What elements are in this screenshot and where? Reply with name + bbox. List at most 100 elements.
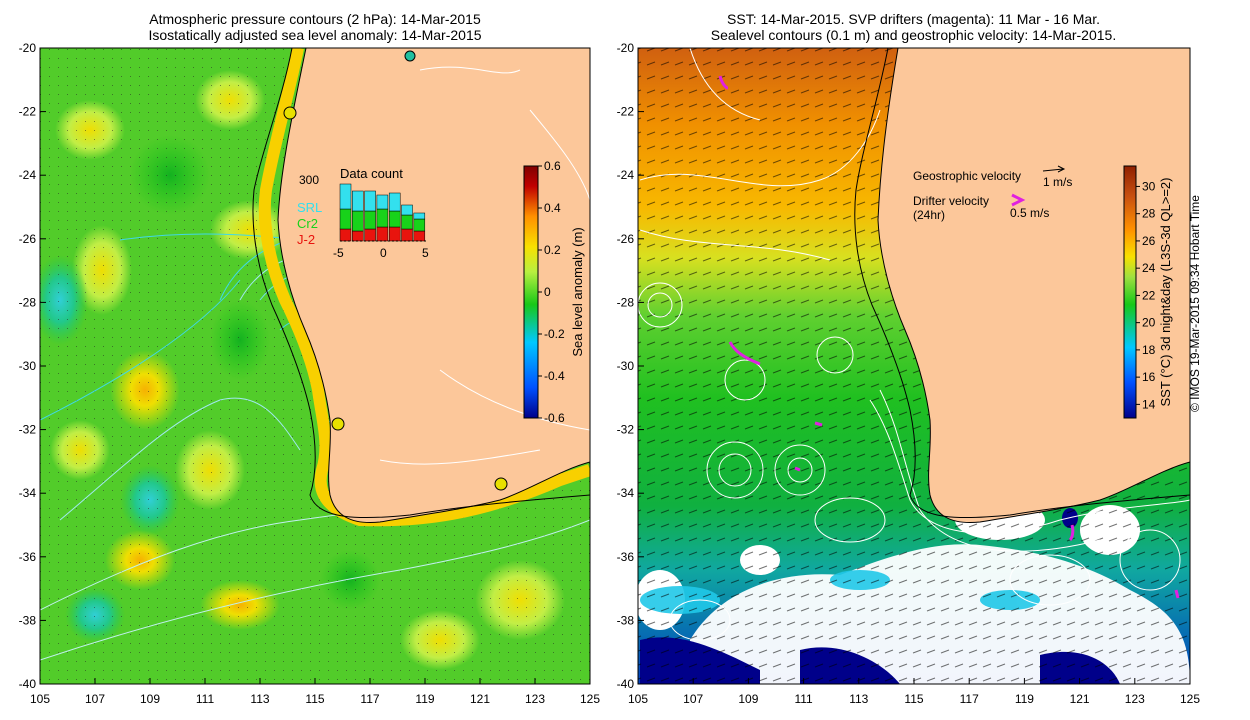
geostrophic-arrowhead-icon	[1057, 165, 1066, 173]
left-xtick-label: 109	[140, 692, 160, 706]
inset-ymax-label: 300	[299, 173, 319, 187]
inset-bar-segment	[376, 194, 389, 210]
right-ytick-label: -20	[617, 41, 635, 55]
left-colorbar: 0.6 0.4 0.2 0 -0.2 -0.4 -0.6 Sea level anomaly…	[523, 159, 585, 425]
left-ytick-label: -40	[19, 677, 37, 691]
right-ytick-label: -40	[617, 677, 635, 691]
right-xtick-label: 125	[1180, 692, 1200, 706]
right-ytick-label: -38	[617, 613, 635, 627]
inset-legend-j2: J-2	[297, 232, 315, 247]
right-ytick-label: -24	[617, 168, 635, 182]
inset-title: Data count	[340, 166, 403, 181]
inset-bar-segment	[352, 230, 364, 242]
right-title: SST: 14-Mar-2015. SVP drifters (magenta)…	[636, 11, 1191, 43]
inset-bar-segment	[401, 204, 413, 216]
drifter-velocity-label-line2: (24hr)	[913, 208, 945, 222]
left-xtick-label: 105	[30, 692, 50, 706]
left-colorbar-tick-label: 0.4	[544, 201, 561, 215]
inset-legend-srl: SRL	[297, 200, 322, 215]
left-colorbar-tick-label: 0.2	[544, 243, 561, 257]
drifter-arrow-icon	[1011, 193, 1026, 207]
right-xtick-label: 119	[1015, 692, 1034, 706]
left-xtick-label: 123	[525, 692, 545, 706]
left-colorbar-tick-label: -0.2	[544, 327, 565, 341]
right-ytick-label: -36	[617, 550, 635, 564]
right-xtick-label: 109	[738, 692, 758, 706]
left-ytick-label: -36	[19, 550, 37, 564]
drifter-velocity-label-line1: Drifter velocity	[913, 194, 989, 208]
left-title: Atmospheric pressure contours (2 hPa): 1…	[40, 11, 590, 43]
right-title-line1: SST: 14-Mar-2015. SVP drifters (magenta)…	[727, 11, 1100, 27]
right-colorbar-tick-label: 14	[1142, 397, 1156, 411]
inset-bar-segment	[339, 208, 352, 230]
left-ytick-label: -34	[19, 486, 37, 500]
geostrophic-arrow-icon	[1042, 168, 1064, 172]
left-xtick-label: 107	[85, 692, 105, 706]
left-xtick-label: 115	[305, 692, 324, 706]
right-colorbar-ticks: 30 28 26 24 22 20 18 16 14	[1136, 179, 1156, 411]
left-colorbar-label: Sea level anomaly (m)	[570, 227, 585, 356]
inset-bar-segment	[352, 210, 364, 232]
inset-bar-segment	[413, 218, 426, 232]
right-colorbar-label: SST (°C) 3d night&day (L3S-3d QL>=2)	[1158, 178, 1173, 407]
svp-drifter-tracks	[718, 75, 1180, 599]
land-contours	[379, 66, 590, 465]
left-ytick-label: -24	[19, 168, 37, 182]
right-colorbar-tick-label: 30	[1142, 179, 1156, 193]
left-colorbar-ticks: 0.6 0.4 0.2 0 -0.2 -0.4 -0.6	[538, 159, 565, 425]
left-ytick-label: -30	[19, 359, 37, 373]
right-title-line2: Sealevel contours (0.1 m) and geostrophi…	[710, 27, 1117, 43]
left-land-mass	[277, 48, 590, 524]
right-colorbar-tick-label: 24	[1142, 261, 1156, 275]
left-colorbar-ramp	[523, 165, 539, 419]
left-xtick-label: 117	[360, 692, 379, 706]
right-map	[638, 48, 1190, 684]
left-colorbar-tick-label: -0.6	[544, 411, 565, 425]
right-xtick-label: 123	[1125, 692, 1145, 706]
right-xtick-label: 121	[1070, 692, 1090, 706]
inset-xtick-0: 0	[380, 246, 387, 260]
left-map-axes: 105 107 109 111 113 115 117 119 121 123 125 -20 -22 -…	[19, 41, 601, 706]
tide-gauge-markers	[283, 50, 508, 491]
inset-histogram-bars	[339, 183, 426, 242]
imos-credit: © IMOS 19-Mar-2015 09:34 Hobart Time	[1188, 195, 1202, 412]
right-xtick-label: 115	[904, 692, 923, 706]
left-colorbar-tick-label: 0	[544, 285, 551, 299]
inset-bar-segment	[388, 210, 401, 228]
right-colorbar-tick-label: 22	[1142, 288, 1156, 302]
right-xtick-label: 105	[628, 692, 648, 706]
inset-bar-segment	[364, 190, 376, 212]
right-xtick-label: 107	[683, 692, 703, 706]
right-colorbar-ramp	[1123, 165, 1137, 419]
inset-bar-segment	[401, 214, 413, 230]
inset-bar-segment	[388, 192, 401, 212]
left-ytick-label: -32	[19, 423, 37, 437]
left-ytick-label: -28	[19, 295, 37, 309]
right-colorbar-tick-label: 26	[1142, 234, 1156, 248]
left-xtick-label: 125	[580, 692, 600, 706]
geostrophic-velocity-value: 1 m/s	[1043, 175, 1072, 189]
right-ytick-label: -30	[617, 359, 635, 373]
right-ytick-label: -28	[617, 295, 635, 309]
inset-bar-segment	[339, 228, 352, 242]
left-map	[40, 48, 590, 684]
right-ytick-label: -26	[617, 232, 635, 246]
left-ytick-label: -26	[19, 232, 37, 246]
right-velocity-legend: Geostrophic velocity 1 m/s Drifter veloc…	[913, 165, 1072, 222]
inset-bar-segment	[376, 208, 389, 228]
shelf-contour	[252, 48, 590, 519]
left-ytick-label: -38	[19, 613, 37, 627]
left-xtick-label: 119	[415, 692, 434, 706]
left-colorbar-tick-label: 0.6	[544, 159, 561, 173]
inset-bar-segment	[388, 226, 401, 242]
right-colorbar-tick-label: 28	[1142, 207, 1156, 221]
right-colorbar: 30 28 26 24 22 20 18 16 14 SST (°C) 3d night&day…	[1123, 165, 1173, 419]
coastal-anomaly-band	[258, 48, 590, 527]
right-xtick-label: 111	[794, 692, 813, 706]
right-land-mass	[877, 48, 1190, 524]
right-colorbar-tick-label: 16	[1142, 370, 1156, 384]
left-title-line1: Atmospheric pressure contours (2 hPa): 1…	[149, 11, 481, 27]
inset-xtick-neg5: -5	[333, 246, 344, 260]
right-ytick-label: -34	[617, 486, 635, 500]
right-shelf-contour	[854, 48, 1190, 519]
